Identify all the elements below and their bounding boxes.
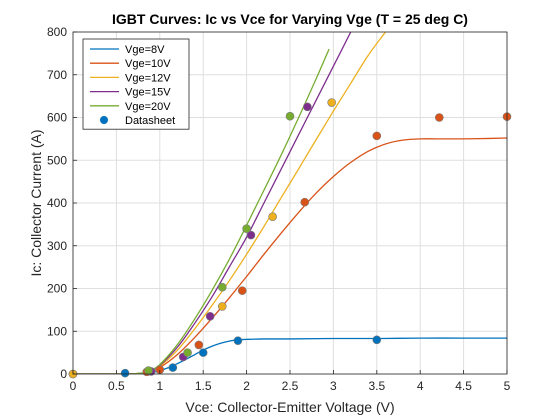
- x-tick-label: 2.5: [282, 379, 299, 393]
- y-tick-label: 600: [47, 111, 67, 125]
- datasheet-point: [242, 224, 251, 233]
- chart-title: IGBT Curves: Ic vs Vce for Varying Vge (…: [112, 11, 468, 27]
- x-axis-label: Vce: Collector-Emitter Voltage (V): [185, 399, 394, 415]
- legend-label: Vge=15V: [125, 87, 171, 99]
- datasheet-point: [120, 368, 130, 378]
- legend: Vge=8V Vge=10V Vge=12V Vge=15V Vge=20V Datash…: [82, 38, 190, 130]
- legend-label: Datasheet: [125, 115, 175, 127]
- datasheet-point: [233, 336, 243, 345]
- y-tick-label: 200: [47, 282, 67, 296]
- x-tick-label: 0: [70, 379, 77, 393]
- datasheet-point: [372, 131, 382, 141]
- x-tick-label: 2: [243, 379, 250, 393]
- y-tick-label: 700: [47, 68, 67, 82]
- y-tick-label: 100: [47, 324, 67, 338]
- datasheet-point: [198, 348, 208, 357]
- x-axis-ticks: 0 0.5 1 1.5 2 2.5 3 3.5 4 4.5 5: [70, 370, 511, 393]
- datasheet-point: [268, 212, 277, 221]
- datasheet-point: [168, 363, 178, 372]
- y-tick-label: 300: [47, 239, 67, 253]
- y-tick-label: 800: [47, 25, 67, 39]
- datasheet-points: [68, 98, 512, 379]
- datasheet-point: [194, 340, 204, 350]
- y-tick-label: 0: [60, 367, 67, 381]
- x-tick-label: 1.5: [195, 379, 212, 393]
- legend-label: Vge=8V: [125, 44, 165, 56]
- datasheet-point: [434, 113, 444, 122]
- legend-label: Vge=20V: [125, 101, 171, 113]
- x-tick-label: 4.5: [455, 379, 472, 393]
- datasheet-point: [372, 335, 382, 345]
- y-tick-label: 500: [47, 153, 67, 167]
- datasheet-point: [237, 286, 247, 295]
- datasheet-point: [144, 366, 153, 375]
- datasheet-point: [217, 302, 227, 311]
- series-line-1: [73, 337, 507, 374]
- legend-label: Vge=12V: [125, 72, 171, 84]
- legend-box: [82, 38, 190, 130]
- x-tick-label: 4: [417, 379, 424, 393]
- datasheet-point: [327, 98, 336, 107]
- datasheet-point: [205, 311, 215, 321]
- datasheet-point: [217, 282, 227, 292]
- x-tick-label: 5: [504, 379, 511, 393]
- y-tick-label: 400: [47, 196, 67, 210]
- y-axis-label: Ic: Collector Current (A): [28, 129, 44, 276]
- datasheet-point: [285, 111, 295, 121]
- datasheet-point: [183, 348, 192, 357]
- x-tick-label: 3.5: [368, 379, 385, 393]
- legend-label: Vge=10V: [125, 58, 171, 70]
- x-tick-label: 1: [156, 379, 163, 393]
- datasheet-point: [303, 102, 312, 112]
- y-axis-ticks: 0 100 200 300 400 500 600 700 800: [47, 25, 77, 381]
- x-tick-label: 3: [330, 379, 337, 393]
- datasheet-point: [246, 230, 256, 240]
- legend-swatch: [100, 116, 108, 124]
- x-tick-label: 0.5: [108, 379, 125, 393]
- datasheet-point: [300, 197, 310, 207]
